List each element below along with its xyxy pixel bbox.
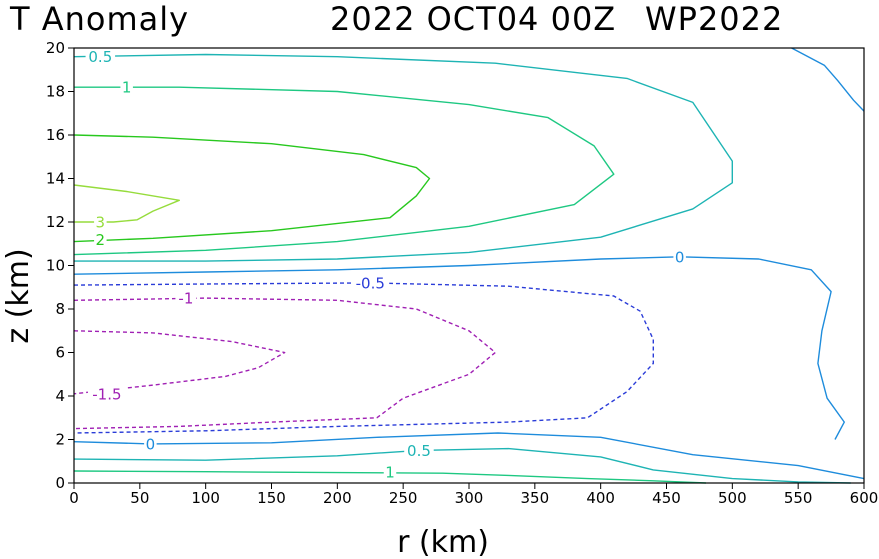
contour-label-bg — [351, 274, 390, 291]
chart-title: T Anomaly 2022 OCT04 00Z WP2022 — [9, 0, 783, 38]
x-tick-label: 0 — [69, 489, 79, 507]
y-tick-label: 8 — [55, 300, 65, 318]
contour-label-bg — [85, 48, 116, 65]
x-tick-label: 450 — [652, 489, 681, 507]
x-tick-label: 550 — [784, 489, 813, 507]
y-axis-label: z (km) — [1, 248, 36, 343]
y-tick-label: 0 — [55, 474, 65, 492]
x-tick-label: 50 — [130, 489, 149, 507]
title-date: 2022 OCT04 00Z — [330, 0, 616, 38]
contour-label-bg — [175, 290, 197, 307]
contour-line-0 — [73, 256, 845, 440]
y-tick-label: 16 — [46, 126, 65, 144]
contour-label: 2 — [96, 231, 106, 249]
y-tick-label: 20 — [46, 39, 65, 57]
x-tick-label: 350 — [521, 489, 550, 507]
contour-line-1 — [73, 86, 615, 256]
contour-line-neg0p5 — [73, 282, 654, 434]
contour-label: 0.5 — [88, 48, 112, 66]
contour-line-neg1 — [73, 297, 496, 430]
contour-label: -1.5 — [92, 385, 121, 403]
contour-line-1 — [73, 470, 707, 484]
title-storm: WP2022 — [645, 0, 783, 38]
x-tick-label: 300 — [455, 489, 484, 507]
contour-labels: 32 1 1 0.5 0.5 0 0 -0.5 -1 -1.5 — [85, 48, 686, 482]
x-tick-label: 150 — [257, 489, 286, 507]
y-tick-label: 10 — [46, 257, 65, 275]
contour-label: 1 — [385, 464, 395, 482]
x-axis-label: r (km) — [397, 525, 489, 559]
x-tick-label: 500 — [718, 489, 747, 507]
x-tick-label: 250 — [389, 489, 418, 507]
contour-label: 0 — [146, 435, 156, 453]
contour-label: 0 — [675, 248, 685, 266]
title-field: T Anomaly — [9, 0, 189, 38]
contour-label-bg — [120, 79, 133, 96]
contour-line-0 — [791, 47, 865, 112]
contour-label: -0.5 — [356, 274, 385, 292]
contour-label-bg — [383, 464, 397, 481]
x-tick-label: 200 — [323, 489, 352, 507]
contour-lines — [73, 47, 865, 484]
contour-label-bg — [144, 435, 157, 452]
y-tick-label: 18 — [46, 83, 65, 101]
y-tick-label: 12 — [46, 213, 65, 231]
contour-line-0 — [73, 432, 865, 480]
contour-label: 3 — [96, 214, 106, 232]
contour-label: 0.5 — [407, 442, 431, 460]
x-tick-label: 600 — [850, 489, 879, 507]
x-axis-ticks: 0 50 100 150 200 250 300 350 400 450 500 550 600 — [69, 483, 878, 507]
contour-line-0p5 — [73, 53, 733, 262]
contour-label: -1 — [178, 290, 193, 308]
contour-line-neg1p5 — [73, 330, 286, 395]
y-axis-ticks: 0 2 4 6 8 10 12 14 16 18 20 — [46, 39, 74, 492]
contour-label-bg — [87, 385, 126, 402]
contour-line-3 — [73, 184, 180, 223]
y-tick-label: 14 — [46, 170, 65, 188]
y-tick-label: 4 — [55, 387, 65, 405]
contour-label-bg — [404, 442, 434, 459]
x-tick-label: 400 — [586, 489, 615, 507]
contour-line-0p5 — [73, 447, 851, 484]
contour-label-bg — [673, 248, 686, 265]
contour-line-2 — [73, 134, 431, 243]
y-tick-label: 6 — [55, 344, 65, 362]
y-tick-label: 2 — [55, 431, 65, 449]
contour-label: 1 — [122, 79, 132, 97]
contour-label-bg — [94, 214, 107, 230]
contour-label-bg — [94, 231, 107, 248]
x-tick-label: 100 — [191, 489, 220, 507]
